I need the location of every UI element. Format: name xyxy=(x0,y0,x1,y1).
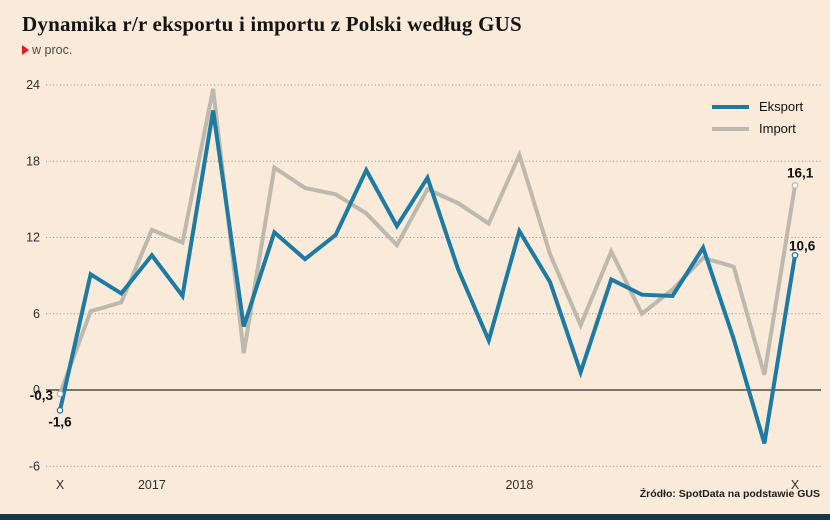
series-line-import xyxy=(58,88,797,395)
endpoint-marker-import xyxy=(791,182,799,189)
data-label: -1,6 xyxy=(48,414,72,429)
legend-label: Eksport xyxy=(759,99,804,114)
y-tick-label: 6 xyxy=(33,307,40,321)
data-label: -0,3 xyxy=(30,388,54,403)
data-label: 10,6 xyxy=(789,238,816,253)
legend-item-eksport: Eksport xyxy=(712,99,803,114)
endpoint-marker-eksport xyxy=(56,406,64,414)
y-tick-label: -6 xyxy=(29,459,40,473)
legend-item-import: Import xyxy=(712,121,803,136)
legend: Eksport Import xyxy=(712,99,803,143)
legend-line-swatch xyxy=(712,126,749,131)
x-tick-label: 2017 xyxy=(138,478,166,492)
subtitle-row: w proc. xyxy=(22,43,72,57)
legend-label: Import xyxy=(759,121,796,136)
series-line-eksport xyxy=(58,110,797,444)
endpoint-marker-import xyxy=(56,390,64,398)
x-tick-label: 2018 xyxy=(505,478,533,492)
x-tick-label: X xyxy=(56,478,65,492)
legend-line-swatch xyxy=(712,104,749,109)
endpoint-marker-eksport xyxy=(791,251,799,259)
unit-label: w proc. xyxy=(32,43,73,57)
y-tick-label: 0 xyxy=(33,383,40,397)
data-label: 16,1 xyxy=(787,165,814,180)
y-tick-label: 18 xyxy=(26,154,40,168)
bottom-bar xyxy=(0,514,830,520)
y-tick-label: 12 xyxy=(26,231,40,245)
red-triangle-icon xyxy=(22,45,29,55)
source-credit: Źródło: SpotData na podstawie GUS xyxy=(639,488,820,500)
page-title: Dynamika r/r eksportu i importu z Polski… xyxy=(22,12,522,36)
x-tick-label: X xyxy=(791,478,800,492)
y-tick-label: 24 xyxy=(26,78,40,92)
